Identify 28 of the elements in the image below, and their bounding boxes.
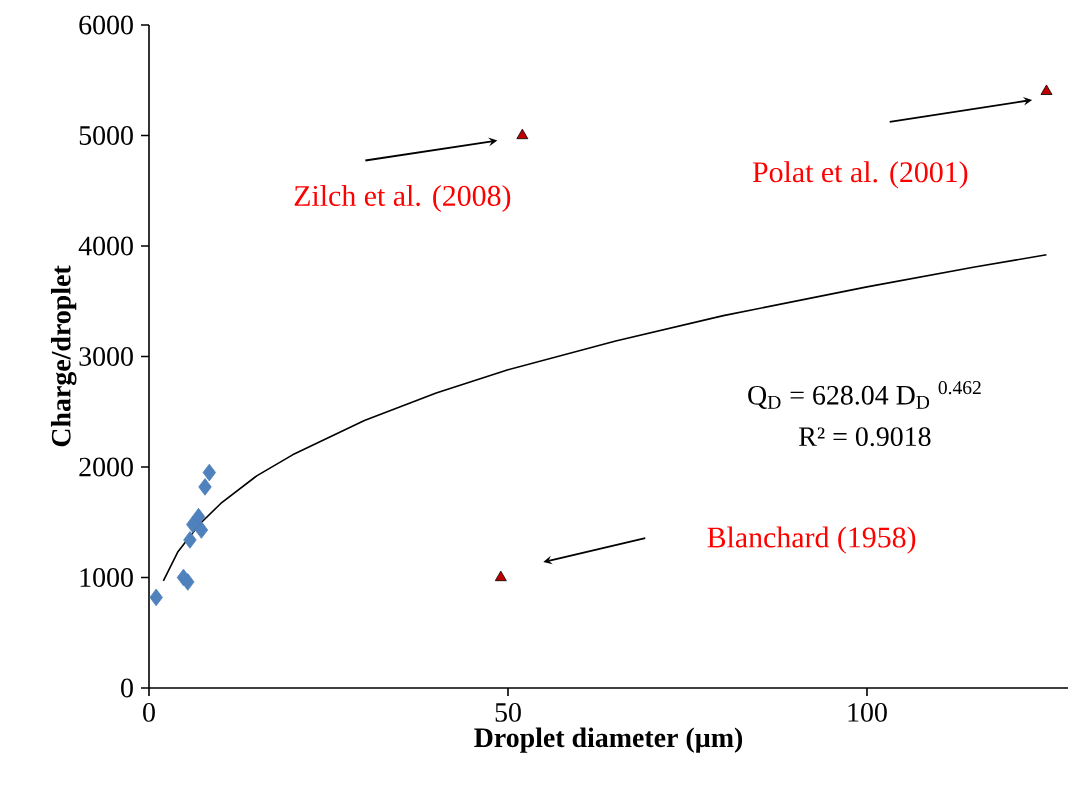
x-tick-label: 0 <box>143 703 155 722</box>
annotation: Zilch et al. (2008) <box>294 184 511 213</box>
point <box>183 531 197 549</box>
point <box>191 507 206 526</box>
point <box>198 478 212 496</box>
point <box>181 573 195 591</box>
y-tick-label: 4000 <box>78 236 133 256</box>
point <box>149 588 163 607</box>
annotation: Q$_{D}$ = 628.04 D$_{D}$ 0.462 <box>748 380 981 409</box>
line-series <box>162 254 1048 582</box>
y-axis-title: Charge/droplet <box>50 265 77 447</box>
y-tick-label: 3000 <box>79 347 133 366</box>
point <box>194 521 209 539</box>
x-axis-title: Droplet diameter (µm) <box>474 727 743 753</box>
y-tick-label: 0 <box>121 678 133 698</box>
x-tick-label: 50 <box>495 703 521 722</box>
y-tick-label: 1000 <box>80 568 133 587</box>
point <box>516 128 529 140</box>
point <box>1040 84 1053 95</box>
annotation: Polat et al. (2001) <box>752 161 968 189</box>
y-tick-label: 5000 <box>79 126 133 145</box>
y-tick-label: 2000 <box>79 457 133 477</box>
x-tick-label: 100 <box>848 703 887 722</box>
point <box>202 463 216 482</box>
annotation: R² = 0.9018 <box>799 427 931 447</box>
point <box>494 570 507 582</box>
y-tick-label: 6000 <box>79 15 133 35</box>
annotation: Blanchard (1958) <box>707 526 916 554</box>
